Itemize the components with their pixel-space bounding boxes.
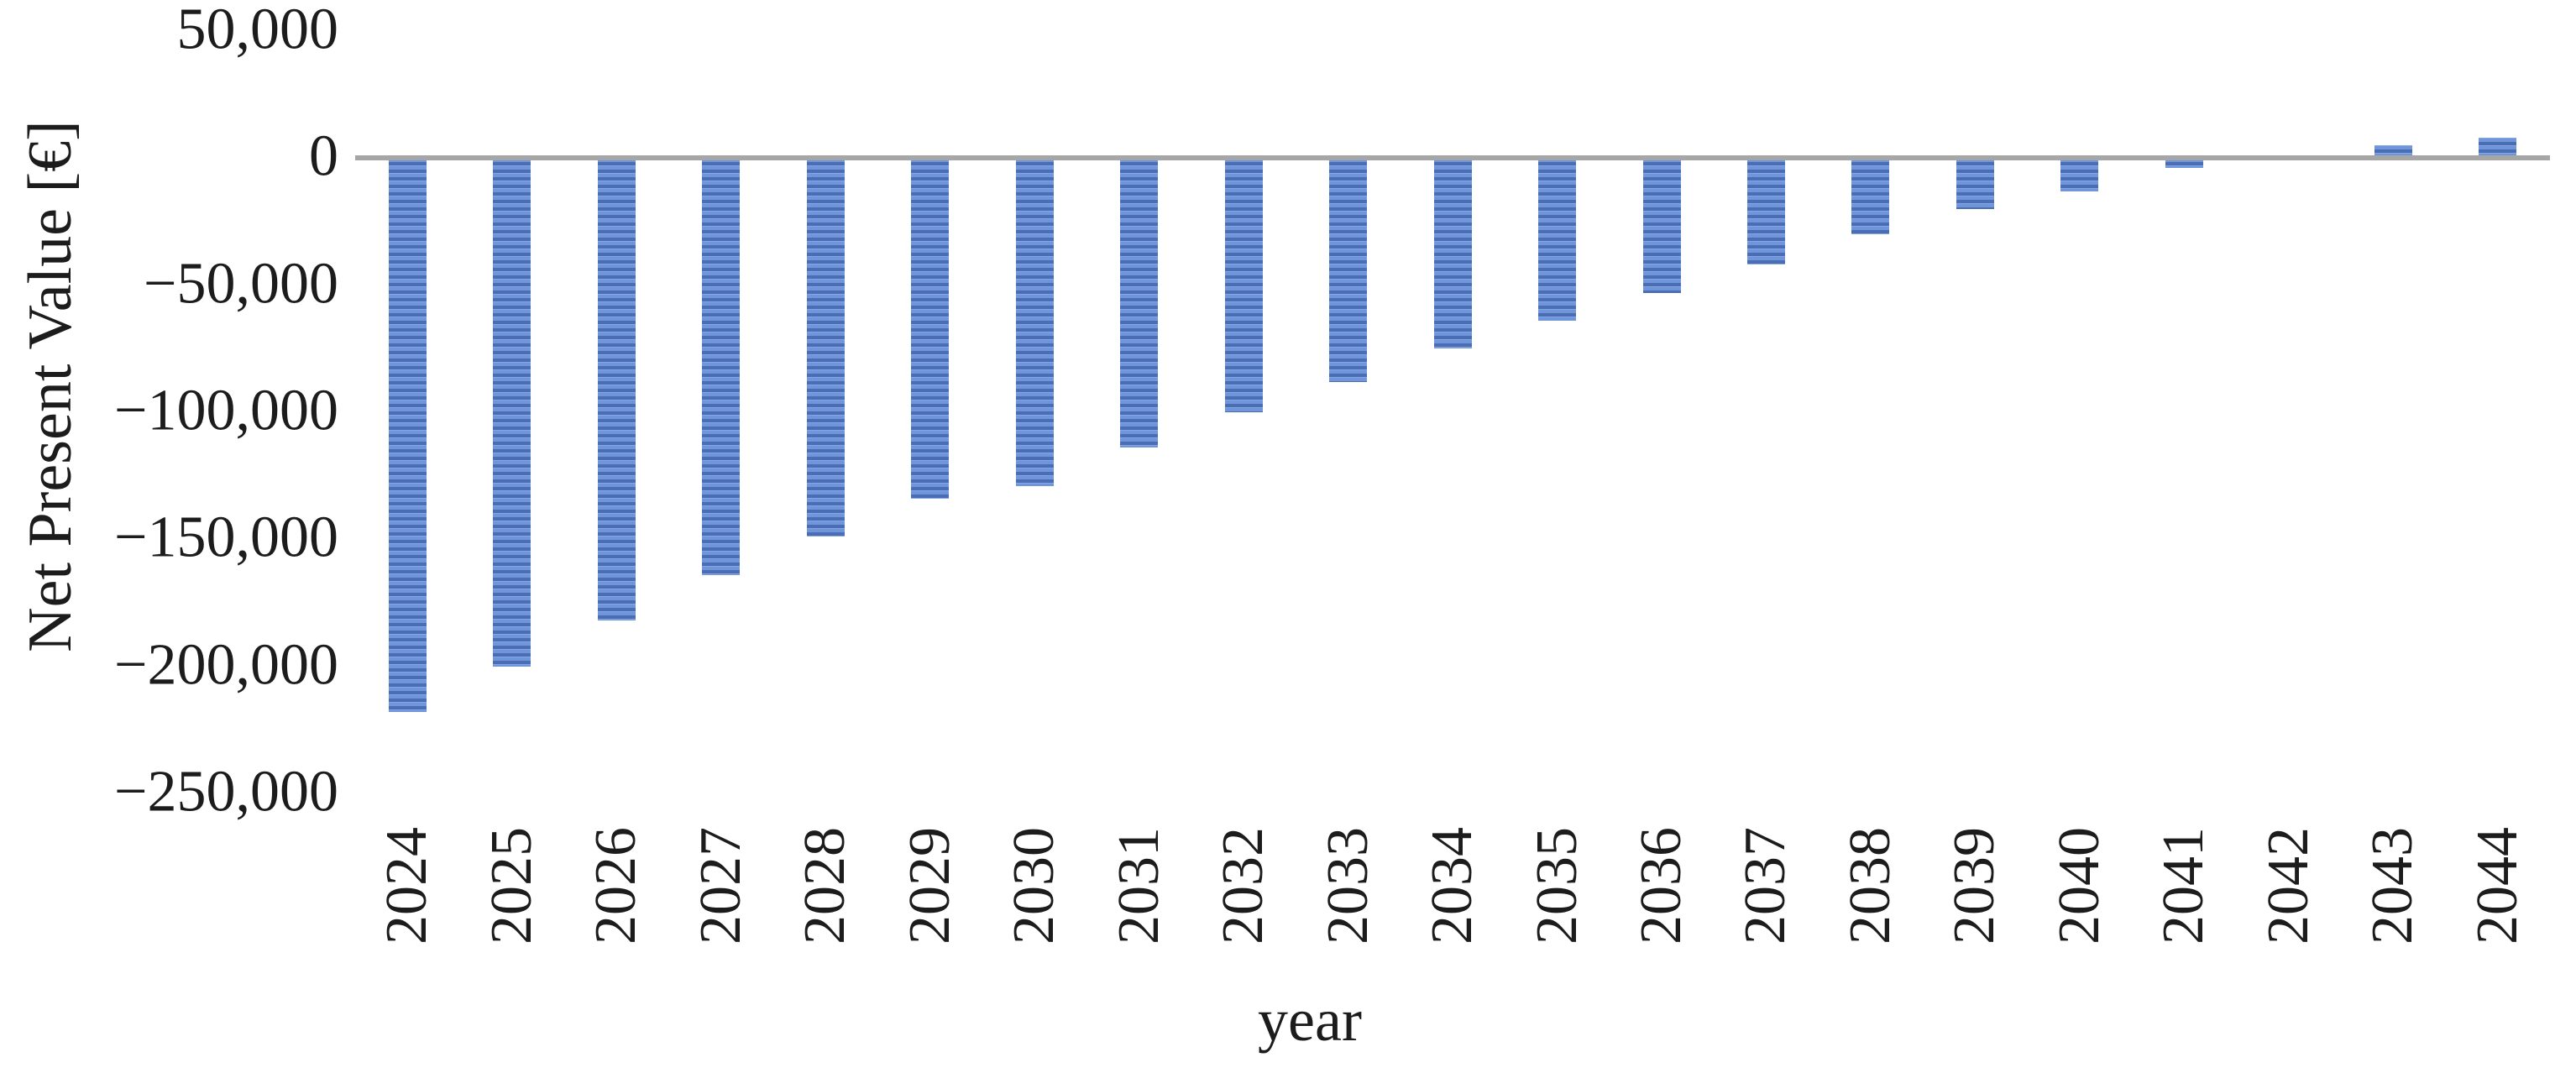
bar-2035	[1538, 158, 1576, 321]
x-tick-label: 2024	[374, 827, 440, 945]
x-tick-label: 2038	[1837, 827, 1903, 945]
x-tick-label: 2027	[688, 827, 753, 945]
y-axis-title: Net Present Value [€]	[16, 120, 85, 652]
bar-2030	[1015, 158, 1054, 486]
x-tick-label: 2043	[2360, 827, 2426, 945]
bar-2041	[2165, 158, 2203, 169]
bar-2044	[2479, 138, 2517, 159]
x-tick-label: 2034	[1420, 827, 1484, 945]
bar-2034	[1433, 158, 1472, 349]
y-tick-label: 50,000	[176, 0, 339, 62]
x-tick-label: 2039	[1942, 827, 2008, 945]
bar-2033	[1329, 158, 1367, 382]
x-tick-label: 2036	[1629, 827, 1694, 945]
bar-2028	[806, 158, 845, 537]
x-tick-label: 2033	[1315, 827, 1380, 945]
y-tick-label: −100,000	[114, 378, 338, 443]
y-tick-label: −200,000	[114, 632, 338, 698]
bar-2026	[597, 158, 636, 621]
y-tick-label: −250,000	[114, 759, 338, 824]
x-tick-label: 2030	[1002, 827, 1067, 945]
x-tick-label: 2037	[1733, 827, 1798, 945]
bar-2037	[1746, 158, 1785, 265]
bar-2038	[1851, 158, 1890, 235]
x-tick-label: 2029	[897, 827, 962, 945]
x-axis-title: year	[1258, 987, 1362, 1054]
bar-2039	[1956, 158, 1994, 209]
bar-2029	[911, 158, 950, 499]
zero-axis-line	[355, 155, 2550, 160]
x-tick-label: 2025	[479, 827, 544, 945]
x-tick-label: 2031	[1106, 827, 1171, 945]
bar-2027	[702, 158, 741, 575]
x-tick-label: 2028	[793, 827, 858, 945]
x-tick-label: 2032	[1211, 827, 1275, 945]
y-tick-label: 0	[309, 123, 338, 189]
x-tick-label: 2035	[1524, 827, 1589, 945]
bar-2031	[1120, 158, 1159, 448]
x-tick-label: 2041	[2151, 827, 2217, 945]
bar-2032	[1224, 158, 1263, 412]
x-tick-label: 2042	[2255, 827, 2321, 945]
bar-2024	[388, 158, 427, 713]
bar-2043	[2374, 145, 2412, 159]
bar-2040	[2060, 158, 2099, 191]
y-tick-label: −150,000	[114, 505, 338, 570]
x-tick-label: 2026	[584, 827, 649, 945]
bar-2025	[493, 158, 531, 667]
x-tick-label: 2044	[2464, 827, 2530, 945]
bar-2036	[1642, 158, 1681, 293]
x-tick-label: 2040	[2046, 827, 2112, 945]
y-tick-label: −50,000	[144, 251, 338, 317]
